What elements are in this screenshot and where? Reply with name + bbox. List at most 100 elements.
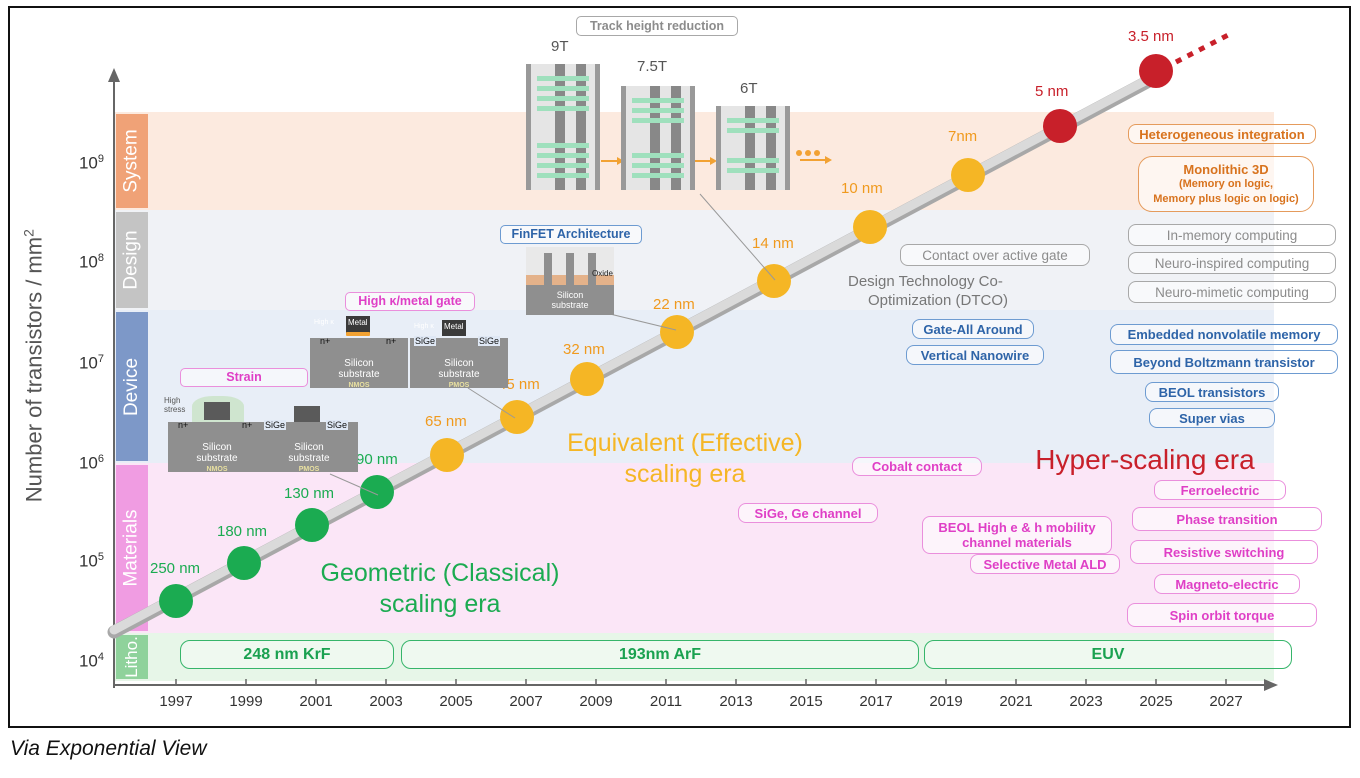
diagram-frame: System Design Device Materials Litho. Nu…: [8, 6, 1351, 728]
strain-pmos-sige-right: SiGe: [326, 420, 349, 430]
track-arrow-2-head: [710, 157, 717, 165]
magneto-electric: Magneto-electric: [1154, 574, 1300, 594]
y-axis-label: Number of transistors / mm2: [20, 229, 47, 503]
node-label-10nm: 10 nm: [841, 180, 883, 197]
band-label-system: System: [121, 129, 143, 193]
track-cell-9t-gate-1: [555, 64, 565, 190]
x-tick-2009: 2009: [579, 693, 613, 710]
x-tick-2001: 2001: [299, 693, 333, 710]
node-dot-10-nm: [853, 210, 887, 244]
highk-pmos-sige-right: SiGe: [478, 336, 501, 346]
trend-bar: [109, 67, 1167, 635]
ellipsis-dot-3: [814, 150, 820, 156]
band-tab-device: [116, 312, 148, 461]
contact-over-active-gate: Contact over active gate: [900, 244, 1090, 266]
y-tick-1e9: 109: [78, 153, 104, 173]
band-tab-litho: [116, 635, 148, 679]
finfet-fin-1: [544, 253, 552, 285]
y-tick-1e6: 106: [78, 453, 104, 473]
track-label-6t: 6T: [740, 80, 758, 97]
x-tick-1997: 1997: [159, 693, 193, 710]
track-cell-7-5t-gate-2: [671, 86, 681, 190]
node-dot-14-nm: [757, 264, 791, 298]
x-tick-marks: [175, 679, 1227, 685]
strain-pmos-sige-left: SiGe: [264, 420, 287, 430]
strain-pmos: Silicon substrate PMOS: [260, 422, 358, 473]
resistive-switching: Resistive switching: [1130, 540, 1318, 564]
highk-pmos-sige-left: SiGe: [414, 336, 437, 346]
highk-pmos-metal-label: Metal: [444, 322, 464, 331]
strain-high-stress-label: High stress: [164, 396, 186, 414]
track-cell-9t-gate-2: [576, 64, 586, 190]
y-tick-1e5: 105: [78, 551, 104, 571]
highk-nmos-n-plus-right: n+: [386, 336, 397, 346]
band-design-bg: [114, 210, 1274, 310]
strain-nmos-n-plus-right: n+: [242, 420, 253, 430]
x-axis-arrow: [1264, 679, 1278, 691]
ellipsis-dot-1: [796, 150, 802, 156]
strain-pmos-gate: [294, 406, 320, 422]
highk-nmos: Silicon substrate NMOS: [310, 338, 408, 389]
beol-high-mobility: BEOL High e & h mobility channel materia…: [922, 516, 1112, 554]
sige-ge-channel: SiGe, Ge channel: [738, 503, 878, 523]
highk-pmos: Silicon substrate PMOS: [410, 338, 508, 389]
highk-nmos-high-k-label: High κ: [314, 319, 334, 326]
track-cell-9t-metal-4: [537, 106, 589, 111]
caption: Via Exponential View: [10, 737, 207, 760]
node-dot-90-nm: [360, 475, 394, 509]
band-litho-bg: [114, 633, 1274, 681]
strain-title: Strain: [180, 368, 308, 387]
node-dot-22-nm: [660, 315, 694, 349]
track-cell-7-5t-metal-5: [632, 163, 684, 168]
band-label-litho: Litho.: [122, 636, 141, 678]
node-label-250nm: 250 nm: [150, 560, 201, 577]
highk-pmos-high-k-label: High κ: [414, 323, 434, 330]
x-tick-2011: 2011: [649, 693, 683, 710]
x-tick-2013: 2013: [719, 693, 753, 710]
ellipsis-arrow-head: [825, 156, 832, 164]
node-layer: [159, 54, 1173, 618]
x-tick-2025: 2025: [1139, 693, 1173, 710]
band-label-materials: Materials: [121, 509, 143, 587]
x-tick-2005: 2005: [439, 693, 473, 710]
node-label-65nm: 65 nm: [425, 413, 467, 430]
finfet-fin-3: [588, 253, 596, 285]
neuro-inspired-computing: Neuro-inspired computing: [1128, 252, 1336, 274]
beyond-boltzmann-transistor: Beyond Boltzmann transistor: [1110, 350, 1338, 374]
track-cell-7-5t-metal-4: [632, 153, 684, 158]
node-dot-7nm: [951, 158, 985, 192]
track-cell-9t-metal-7: [537, 163, 589, 168]
track-cell-6t-gate-1: [745, 106, 755, 190]
track-cell-6t-metal-3: [727, 158, 779, 163]
band-tab-materials: [116, 465, 148, 631]
strain-pointer-line: [329, 473, 379, 496]
heterogeneous-integration: Heterogeneous integration: [1128, 124, 1316, 144]
embedded-nonvolatile-memory: Embedded nonvolatile memory: [1110, 324, 1338, 345]
y-tick-1e4: 104: [78, 651, 104, 671]
node-dot-180-nm: [227, 546, 261, 580]
x-tick-2019: 2019: [929, 693, 963, 710]
highk-nmos-metal-label: Metal: [348, 318, 368, 327]
neuro-mimetic-computing: Neuro-mimetic computing: [1128, 281, 1336, 303]
track-height-title: Track height reduction: [576, 16, 738, 36]
monolithic-3d: Monolithic 3D (Memory on logic, Memory p…: [1138, 156, 1314, 212]
litho-arf: 193nm ArF: [401, 640, 919, 669]
strain-nmos-gate: [204, 402, 230, 420]
finfet-oxide-label: Oxide: [592, 269, 613, 278]
era-equivalent: Equivalent (Effective) scaling era: [567, 429, 803, 489]
track-label-7-5t: 7.5T: [637, 58, 668, 75]
era-geometric: Geometric (Classical) scaling era: [320, 559, 560, 619]
trend-extension: [1174, 30, 1234, 65]
track-cell-6t-metal-1: [727, 118, 779, 123]
x-tick-2015: 2015: [789, 693, 823, 710]
finfet-graphic: Silicon substrate Oxide: [526, 247, 614, 315]
node-label-14nm: 14 nm: [752, 235, 794, 252]
highk-pmos-gate: [442, 320, 466, 336]
track-cell-7-5t-metal-6: [632, 173, 684, 178]
node-label-130nm: 130 nm: [284, 485, 335, 502]
node-label-7nm: 7nm: [948, 128, 978, 145]
super-vias: Super vias: [1149, 408, 1275, 428]
cobalt-contact: Cobalt contact: [852, 457, 982, 476]
band-label-design: Design: [121, 230, 142, 290]
finfet-fin-2: [566, 253, 574, 285]
